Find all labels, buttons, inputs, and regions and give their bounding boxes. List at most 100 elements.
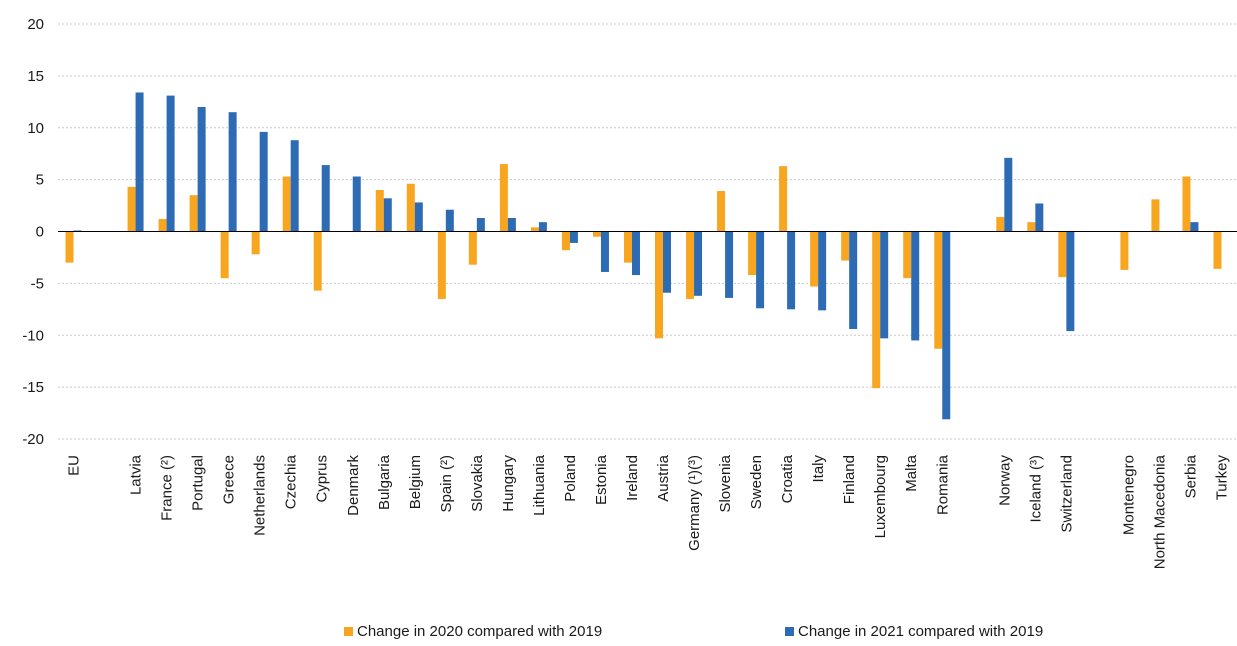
- bar-2020-20: [686, 231, 695, 299]
- bar-2020-32: [1058, 231, 1067, 278]
- bar-2021-19: [663, 231, 672, 293]
- bar-2021-8: [321, 165, 330, 232]
- legend: Change in 2020 compared with 2019 Change…: [344, 623, 1043, 640]
- bar-2020-34: [1120, 231, 1129, 270]
- bar-2021-7: [290, 140, 299, 232]
- bar-2021-11: [414, 202, 423, 232]
- bar-2021-26: [880, 231, 889, 339]
- bar-2020-8: [313, 231, 322, 291]
- bar-2020-36: [1182, 176, 1191, 232]
- x-category-label: Lithuania: [531, 454, 548, 516]
- x-category-label: Bulgaria: [376, 454, 393, 510]
- bar-2020-24: [810, 231, 819, 287]
- x-category-label: Greece: [221, 455, 238, 504]
- bar-2020-0: [65, 231, 74, 263]
- bar-2021-24: [818, 231, 827, 311]
- x-category-label: Slovenia: [717, 454, 734, 512]
- x-category-label: Germany (¹)(³): [686, 455, 703, 551]
- bar-2021-3: [166, 95, 175, 232]
- bars: [65, 92, 1222, 420]
- x-category-label: Austria: [655, 454, 672, 501]
- bar-2020-31: [1027, 222, 1036, 232]
- bar-2021-15: [538, 222, 547, 232]
- bar-2020-11: [406, 183, 415, 232]
- bar-2021-13: [476, 218, 485, 232]
- x-category-label: Latvia: [128, 454, 145, 495]
- y-tick-label: 0: [36, 224, 44, 241]
- x-category-label: Italy: [810, 455, 827, 483]
- x-category-label: Iceland (³): [1027, 455, 1044, 523]
- x-category-label: Czechia: [283, 454, 300, 509]
- bar-2021-25: [849, 231, 858, 330]
- bar-2020-15: [530, 227, 539, 232]
- x-category-label: Turkey: [1213, 455, 1230, 501]
- y-tick-label: -10: [22, 327, 44, 344]
- bar-2020-28: [934, 231, 943, 349]
- bar-2021-21: [725, 231, 734, 298]
- bar-2021-27: [911, 231, 920, 341]
- bar-2020-12: [437, 231, 446, 299]
- x-category-label: Slovakia: [469, 454, 486, 511]
- legend-label-2021: Change in 2021 compared with 2019: [798, 623, 1043, 640]
- bar-2021-6: [259, 131, 268, 232]
- bar-2020-19: [655, 231, 664, 339]
- bar-2021-2: [135, 92, 144, 232]
- legend-swatch-2021: [785, 627, 794, 636]
- bar-2020-16: [561, 231, 570, 251]
- bar-2021-12: [445, 209, 454, 232]
- bar-2020-22: [748, 231, 757, 276]
- bar-2020-5: [220, 231, 229, 279]
- bar-2020-14: [499, 164, 508, 232]
- bar-2020-25: [841, 231, 850, 261]
- y-tick-label: 15: [27, 68, 44, 85]
- x-category-label: Portugal: [190, 455, 207, 511]
- bar-2021-9: [352, 176, 361, 232]
- bar-2020-37: [1213, 231, 1222, 269]
- bar-2020-23: [779, 166, 788, 232]
- x-category-label: France (²): [159, 455, 176, 521]
- bar-2021-17: [600, 231, 609, 272]
- bar-2020-4: [189, 195, 198, 232]
- bar-2021-30: [1004, 157, 1013, 232]
- x-category-label: Poland: [562, 455, 579, 502]
- bar-2021-22: [756, 231, 765, 309]
- bar-2021-32: [1066, 231, 1075, 332]
- legend-swatch-2020: [344, 627, 353, 636]
- bar-2021-5: [228, 112, 237, 232]
- x-category-label: Hungary: [500, 455, 517, 512]
- bar-2021-20: [694, 231, 703, 296]
- bar-2021-28: [942, 231, 951, 420]
- bar-2020-6: [251, 231, 260, 255]
- bar-2020-7: [282, 176, 291, 232]
- bar-2021-36: [1190, 222, 1199, 232]
- x-category-label: Ireland: [624, 455, 641, 501]
- y-tick-label: -20: [22, 431, 44, 448]
- x-category-label: Belgium: [407, 455, 424, 509]
- bar-2020-27: [903, 231, 912, 279]
- x-category-label: Finland: [841, 455, 858, 504]
- bar-2021-31: [1035, 203, 1044, 232]
- x-category-label: Switzerland: [1058, 455, 1075, 533]
- y-axis-ticks: 20 15 10 5 0 -5 -10 -15 -20: [22, 16, 44, 448]
- bar-2020-17: [592, 231, 601, 237]
- y-tick-label: 5: [36, 172, 44, 189]
- bar-2020-26: [872, 231, 881, 389]
- x-category-label: Norway: [996, 455, 1013, 506]
- bar-2021-4: [197, 107, 206, 232]
- bar-2020-13: [468, 231, 477, 265]
- x-category-label: Montenegro: [1120, 455, 1137, 535]
- x-category-label: Estonia: [593, 454, 610, 505]
- legend-label-2020: Change in 2020 compared with 2019: [357, 623, 602, 640]
- bar-2021-10: [383, 198, 392, 232]
- bar-2021-14: [507, 218, 516, 232]
- x-category-label: Spain (²): [438, 455, 455, 513]
- x-category-label: Netherlands: [252, 455, 269, 536]
- y-tick-label: 20: [27, 16, 44, 33]
- bar-2020-30: [996, 216, 1005, 232]
- x-category-label: EU: [66, 455, 83, 476]
- x-category-label: North Macedonia: [1151, 454, 1168, 569]
- bar-2020-35: [1151, 199, 1160, 232]
- bar-2021-18: [631, 231, 640, 276]
- y-tick-label: -15: [22, 379, 44, 396]
